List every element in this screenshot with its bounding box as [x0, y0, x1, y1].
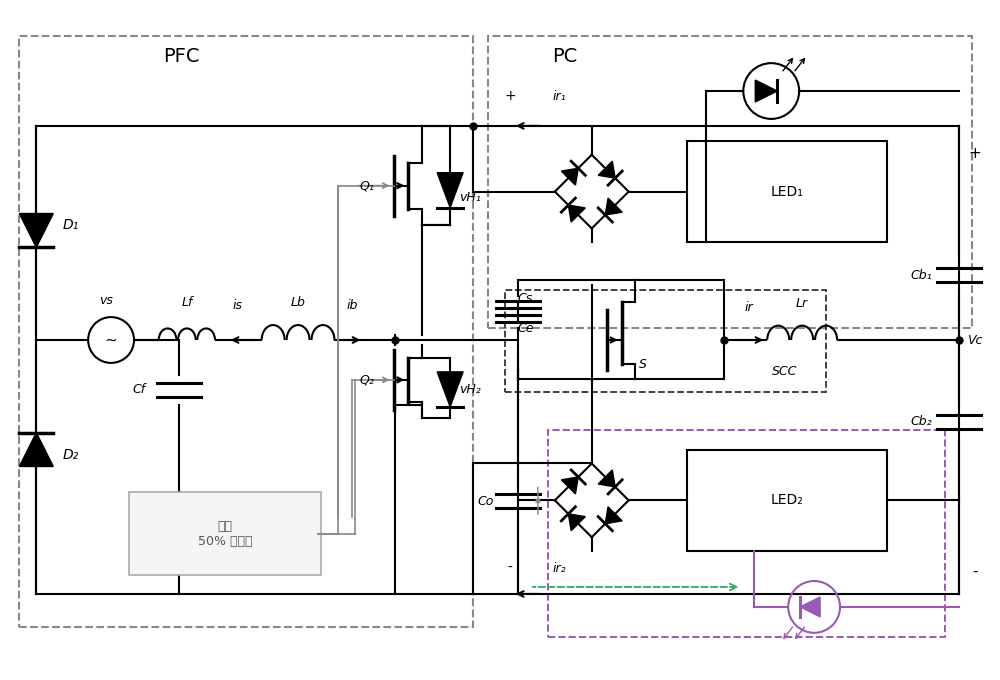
Polygon shape: [568, 514, 585, 530]
Text: vH₂: vH₂: [459, 384, 481, 396]
Text: SCC: SCC: [772, 365, 797, 378]
Text: D₂: D₂: [63, 447, 79, 462]
Text: Lb: Lb: [291, 296, 306, 309]
Polygon shape: [598, 161, 615, 178]
Polygon shape: [437, 372, 463, 407]
Text: +: +: [504, 89, 516, 103]
Polygon shape: [605, 198, 622, 215]
Text: LED₁: LED₁: [771, 184, 804, 199]
Text: Cb₂: Cb₂: [910, 415, 932, 428]
Text: -: -: [508, 561, 512, 575]
Text: ir₁: ir₁: [553, 90, 567, 103]
Text: vH₁: vH₁: [459, 191, 481, 204]
Polygon shape: [561, 168, 578, 185]
Text: Lf: Lf: [181, 296, 193, 309]
Text: Q₂: Q₂: [360, 373, 375, 386]
Polygon shape: [598, 470, 615, 487]
FancyBboxPatch shape: [129, 492, 321, 575]
Text: LED₂: LED₂: [771, 494, 804, 507]
Text: Q₁: Q₁: [360, 179, 375, 192]
Text: ir: ir: [745, 301, 754, 313]
Text: ~: ~: [105, 333, 117, 347]
Text: 定频
50% 占空比: 定频 50% 占空比: [198, 520, 252, 548]
Text: Co: Co: [478, 495, 494, 508]
Text: Cf: Cf: [132, 384, 146, 396]
Polygon shape: [605, 507, 622, 524]
Text: Cb₁: Cb₁: [910, 269, 932, 282]
Text: vs: vs: [99, 294, 113, 307]
Polygon shape: [568, 205, 585, 222]
Polygon shape: [437, 173, 463, 207]
Polygon shape: [800, 597, 820, 617]
Text: Lr: Lr: [796, 296, 808, 309]
Text: Vc: Vc: [967, 333, 982, 347]
Text: -: -: [972, 564, 977, 579]
Text: D₁: D₁: [63, 218, 79, 233]
Polygon shape: [19, 432, 53, 466]
Text: PFC: PFC: [163, 47, 199, 66]
Text: +: +: [968, 146, 981, 161]
Text: S: S: [639, 358, 647, 371]
Polygon shape: [755, 80, 777, 102]
Text: Cs: Cs: [518, 292, 533, 305]
Text: is: is: [233, 299, 243, 311]
Text: PC: PC: [552, 47, 577, 66]
Polygon shape: [561, 477, 578, 494]
Text: ib: ib: [347, 299, 358, 311]
Text: ir₂: ir₂: [553, 562, 567, 575]
Polygon shape: [19, 214, 53, 248]
Text: Ce: Ce: [518, 322, 534, 335]
